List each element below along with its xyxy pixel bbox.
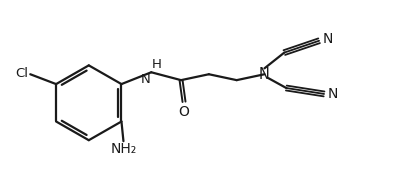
Text: H: H [152, 58, 162, 71]
Text: N: N [140, 73, 150, 86]
Text: N: N [327, 87, 338, 101]
Text: N: N [322, 32, 332, 46]
Text: Cl: Cl [15, 67, 28, 80]
Text: NH₂: NH₂ [110, 142, 136, 156]
Text: O: O [178, 105, 189, 119]
Text: N: N [258, 67, 269, 82]
